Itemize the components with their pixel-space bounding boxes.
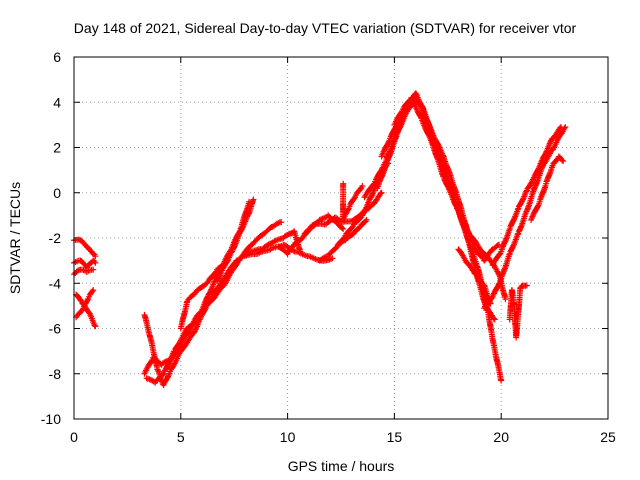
series-markers xyxy=(482,125,568,310)
series-arc-d3 xyxy=(378,99,509,303)
series-arc-c7 xyxy=(340,180,366,223)
series-markers xyxy=(72,236,98,258)
series-markers xyxy=(142,219,283,375)
series-arc-a3 xyxy=(71,266,97,278)
x-tick-label: 10 xyxy=(280,429,296,445)
y-tick-label: -2 xyxy=(49,230,62,246)
series-markers xyxy=(337,218,369,247)
y-tick-label: -4 xyxy=(49,275,62,291)
series-arc-a1 xyxy=(71,236,99,260)
series-arc-c6 xyxy=(335,216,370,248)
series-markers xyxy=(456,247,493,306)
series-markers xyxy=(340,182,365,222)
series-markers xyxy=(74,292,98,329)
y-tick-label: 2 xyxy=(53,140,61,156)
series-arc-a5 xyxy=(73,287,97,321)
plot-frame xyxy=(73,56,609,420)
axis-ticks: 0 5 10 15 20 25 -10 -8 -6 -4 -2 0 2 4 6 xyxy=(41,49,616,445)
x-tick-label: 0 xyxy=(70,429,78,445)
series-arc-d5 xyxy=(455,246,494,307)
series-arc-e1 xyxy=(481,124,569,312)
series-arc-e2 xyxy=(489,124,565,269)
chart-title: Day 148 of 2021, Sidereal Day-to-day VTE… xyxy=(74,20,577,36)
y-tick-label: 6 xyxy=(53,49,61,65)
series-markers xyxy=(506,282,529,339)
series-arc-e4 xyxy=(528,153,567,223)
series-markers xyxy=(72,266,95,276)
series-arc-e3 xyxy=(506,282,530,341)
y-tick-label: -10 xyxy=(41,411,61,427)
y-tick-label: -6 xyxy=(49,321,62,337)
series-arc-a2 xyxy=(71,257,99,271)
x-tick-label: 5 xyxy=(177,429,185,445)
series-markers xyxy=(392,95,501,263)
series-markers xyxy=(72,257,98,269)
y-tick-label: -8 xyxy=(49,366,62,382)
series-markers xyxy=(528,154,566,222)
series-arc-a4 xyxy=(73,291,99,330)
x-axis-label: GPS time / hours xyxy=(288,458,395,474)
series-markers xyxy=(74,288,96,319)
data-series xyxy=(71,90,569,389)
series-arc-c1 xyxy=(214,196,257,284)
x-tick-label: 15 xyxy=(387,429,403,445)
series-arc-d4 xyxy=(391,94,503,264)
series-markers xyxy=(490,124,564,267)
y-axis-label: SDTVAR / TECUs xyxy=(7,182,23,294)
x-tick-label: 25 xyxy=(600,429,616,445)
y-tick-label: 0 xyxy=(53,185,61,201)
y-tick-label: 4 xyxy=(53,94,61,110)
series-arc-b2 xyxy=(141,219,285,377)
x-tick-label: 20 xyxy=(493,429,509,445)
series-arc-b4 xyxy=(177,257,231,332)
series-markers xyxy=(214,197,256,283)
